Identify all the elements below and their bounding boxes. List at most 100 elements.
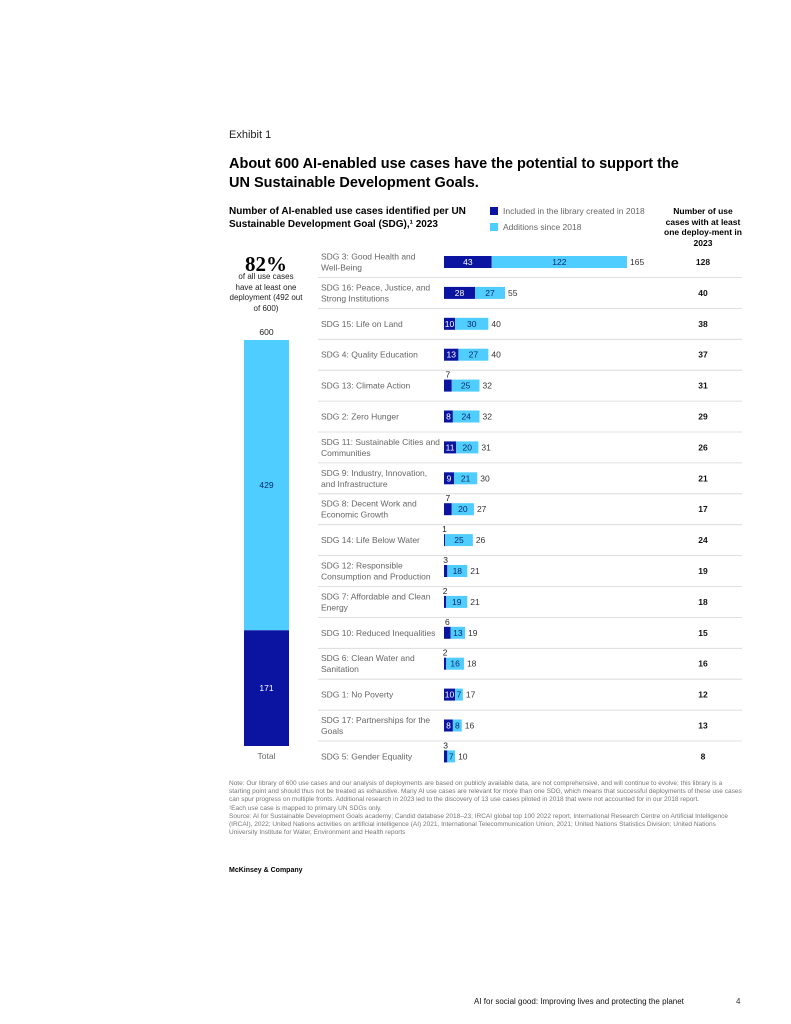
sdg-label: SDG 11: Sustainable Cities and Communitie… xyxy=(321,437,440,458)
bar-value-additions: 27 xyxy=(469,350,479,360)
deployed-count: 38 xyxy=(698,319,708,329)
bar-segment-additions xyxy=(452,719,462,732)
bar-value-additions: 30 xyxy=(467,319,477,329)
kpi-percent: 82% xyxy=(245,252,287,276)
sdg-label-line: SDG 5: Gender Equality xyxy=(321,751,413,761)
sdg-label: SDG 12: Responsible Consumption and Produ… xyxy=(321,561,431,582)
sdg-label: SDG 7: Affordable and Clean Energy xyxy=(321,591,431,612)
legend-label-additions: Additions since 2018 xyxy=(503,222,582,232)
chart-title: About 600 AI-enabled use cases have the … xyxy=(229,156,679,191)
deployed-count: 8 xyxy=(701,751,706,761)
legend-label-2018: Included in the library created in 2018 xyxy=(503,206,645,216)
deployed-count: 18 xyxy=(698,597,708,607)
bar-segment-additions xyxy=(491,256,627,268)
sdg-label-line: SDG 10: Reduced Inequalities xyxy=(321,628,435,638)
legend-item-additions: Additions since 2018 xyxy=(490,222,581,232)
bar-value-2018: 10 xyxy=(445,690,455,700)
bar-total-label: 165 xyxy=(630,257,644,267)
sdg-label: SDG 10: Reduced Inequalities xyxy=(321,628,435,638)
deployed-count: 19 xyxy=(698,566,708,576)
bar-value-2018: 7 xyxy=(446,370,451,380)
bar-total-label: 19 xyxy=(468,628,478,638)
bar-total-label: 21 xyxy=(470,597,480,607)
bar-segment-additions xyxy=(475,286,505,299)
bar-value-additions: 25 xyxy=(454,535,464,545)
bar-segment-2018 xyxy=(444,565,448,577)
bar-segment-additions xyxy=(446,595,468,608)
bar-value-additions: 27 xyxy=(485,288,495,298)
bar-total-label: 31 xyxy=(481,442,491,452)
sdg-label-line: Well-Being xyxy=(321,263,362,273)
bar-value-2018: 11 xyxy=(446,442,455,452)
bar-value-additions: 122 xyxy=(552,257,566,267)
chart-subtitle: Number of AI-enabled use cases identifie… xyxy=(229,206,466,230)
bar-value-additions: 16 xyxy=(450,659,460,669)
sdg-label: SDG 14: Life Below Water xyxy=(321,535,420,545)
deployed-count: 15 xyxy=(698,628,708,638)
bar-segment-additions xyxy=(452,410,480,423)
bar-segment-additions xyxy=(453,472,478,485)
total-bar-additions xyxy=(244,340,289,631)
sdg-label: SDG 1: No Poverty xyxy=(321,690,394,700)
sdg-label: SDG 5: Gender Equality xyxy=(321,751,413,761)
bar-value-additions: 7 xyxy=(457,690,462,700)
total-bar-additions-label: 429 xyxy=(259,480,273,490)
bar-total-label: 18 xyxy=(467,659,477,669)
bar-value-2018: 6 xyxy=(445,617,450,627)
bar-value-2018: 3 xyxy=(443,740,448,750)
bar-segment-additions xyxy=(455,688,463,701)
bar-value-2018: 13 xyxy=(446,350,456,360)
bar-segment-additions xyxy=(447,750,456,763)
bar-segment-2018 xyxy=(444,317,456,330)
note-source: Source: AI for Sustainable Development G… xyxy=(229,812,728,837)
bar-value-additions: 8 xyxy=(455,721,460,731)
bar-value-additions: 20 xyxy=(458,504,468,514)
bar-segment-2018 xyxy=(444,719,453,732)
deployed-count: 13 xyxy=(698,721,708,731)
bar-segment-additions xyxy=(456,441,479,454)
footer-title: AI for social good: Improving lives and … xyxy=(474,997,684,1006)
bar-segment-additions xyxy=(458,348,489,361)
bar-value-2018: 1 xyxy=(442,524,447,534)
bar-value-2018: 2 xyxy=(443,648,448,658)
sdg-label: SDG 3: Good Health and Well-Being xyxy=(321,252,416,273)
bar-segment-2018 xyxy=(444,503,452,516)
bar-segment-2018 xyxy=(444,410,453,423)
sdg-label-line: SDG 7: Affordable and Clean xyxy=(321,591,431,601)
page-number: 4 xyxy=(736,997,741,1006)
bar-total-label: 32 xyxy=(482,381,492,391)
bar-total-label: 21 xyxy=(470,566,480,576)
sdg-label-line: SDG 4: Quality Education xyxy=(321,350,418,360)
bar-segment-2018 xyxy=(444,750,448,763)
sdg-label-line: SDG 8: Decent Work and xyxy=(321,499,417,509)
deployed-count: 12 xyxy=(698,690,708,700)
sdg-label: SDG 15: Life on Land xyxy=(321,319,403,329)
note-main: Note: Our library of 600 use cases and o… xyxy=(229,780,742,804)
sdg-label-line: Goals xyxy=(321,726,343,736)
bar-segment-additions xyxy=(447,565,468,577)
deployed-count: 29 xyxy=(698,412,708,422)
bar-total-label: 40 xyxy=(491,350,501,360)
bar-value-2018: 9 xyxy=(447,473,452,483)
bar-segment-2018 xyxy=(444,595,447,608)
legend-swatch-light xyxy=(490,223,498,231)
bar-segment-2018 xyxy=(444,534,446,547)
bar-value-2018: 8 xyxy=(446,412,451,422)
bar-total-label: 40 xyxy=(491,319,501,329)
bar-segment-additions xyxy=(455,317,489,330)
bar-segment-2018 xyxy=(444,286,476,299)
bar-total-label: 16 xyxy=(465,721,475,731)
sdg-label-line: SDG 6: Clean Water and xyxy=(321,653,415,663)
total-bar-total-label: 600 xyxy=(259,327,273,337)
bar-segment-2018 xyxy=(444,688,456,701)
bar-segment-2018 xyxy=(444,657,447,670)
bar-value-additions: 13 xyxy=(453,628,463,638)
bar-value-2018: 8 xyxy=(446,721,451,731)
bar-value-2018: 7 xyxy=(446,493,451,503)
note-footnote: ¹Each use case is mapped to primary UN S… xyxy=(229,804,382,812)
bar-segment-additions xyxy=(450,626,466,639)
bar-value-additions: 21 xyxy=(461,473,471,483)
sdg-label: SDG 2: Zero Hunger xyxy=(321,412,399,422)
bar-segment-additions xyxy=(446,657,464,670)
